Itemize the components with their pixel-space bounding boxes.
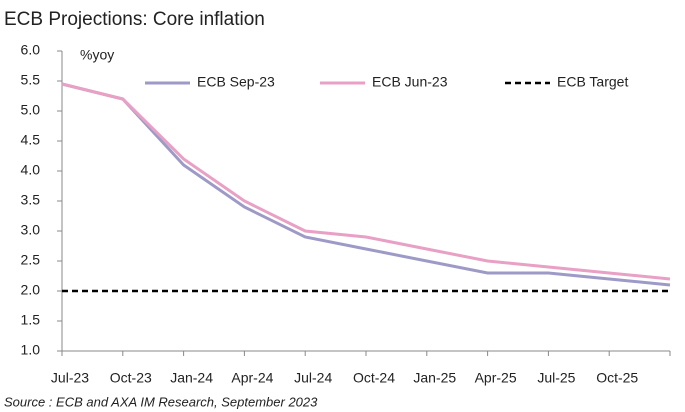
x-tick-label: Jan-24 — [170, 370, 213, 386]
y-tick-label: 2.5 — [21, 252, 41, 268]
x-tick-label: Oct-24 — [353, 370, 395, 386]
y-tick-label: 4.5 — [21, 132, 41, 148]
y-tick-label: 2.0 — [21, 282, 41, 298]
source-note: Source : ECB and AXA IM Research, Septem… — [4, 394, 318, 409]
x-tick-label: Jan-25 — [413, 370, 456, 386]
x-tick-label: Oct-25 — [596, 370, 638, 386]
chart-title: ECB Projections: Core inflation — [4, 9, 265, 30]
x-tick-label: Jul-25 — [537, 370, 575, 386]
x-tick-label: Jul-24 — [294, 370, 332, 386]
y-tick-label: 3.0 — [21, 222, 41, 238]
y-axis-label: %yoy — [80, 47, 114, 63]
y-tick-label: 5.0 — [21, 102, 41, 118]
y-tick-label: 3.5 — [21, 192, 41, 208]
x-tick-label: Jul-23 — [51, 370, 89, 386]
legend-label: ECB Sep-23 — [197, 74, 275, 90]
y-tick-label: 1.5 — [21, 312, 41, 328]
legend-label: ECB Target — [557, 74, 628, 90]
series-line — [61, 82, 671, 287]
legend-label: ECB Jun-23 — [372, 74, 448, 90]
x-tick-label: Oct-23 — [110, 370, 152, 386]
y-tick-label: 4.0 — [21, 162, 41, 178]
y-tick-label: 6.0 — [21, 42, 41, 58]
x-tick-label: Apr-24 — [231, 370, 273, 386]
series-line — [61, 82, 671, 281]
x-tick-label: Apr-25 — [475, 370, 517, 386]
y-tick-label: 1.0 — [21, 342, 41, 358]
y-tick-label: 5.5 — [21, 72, 41, 88]
